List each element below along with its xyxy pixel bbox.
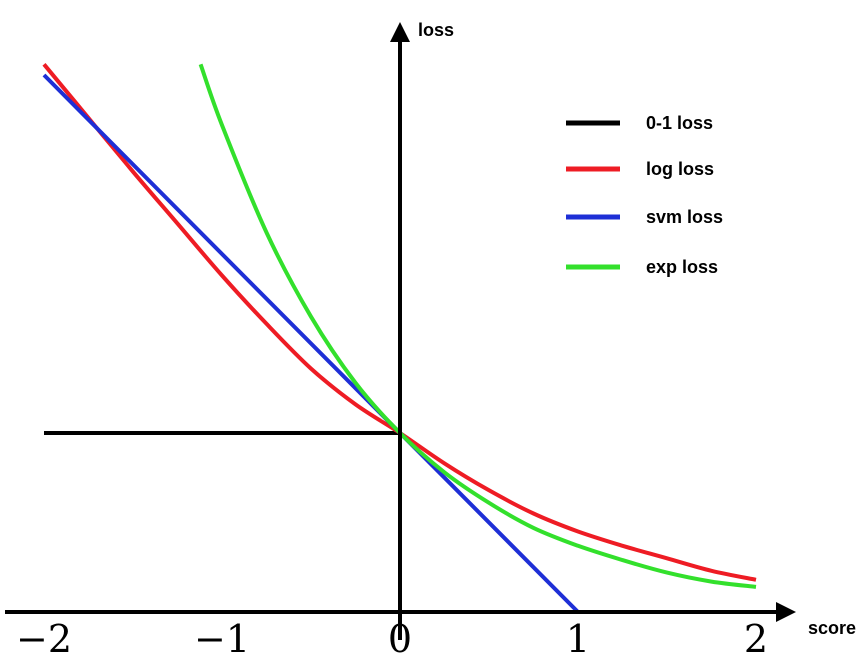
x-tick-label: −1 [194, 617, 250, 661]
series-line-exp-loss [198, 63, 757, 589]
x-axis-label: score [808, 618, 856, 638]
x-tick-label: 2 [744, 617, 768, 661]
legend-label-0-1-loss: 0-1 loss [646, 113, 713, 133]
x-tick-labels: −2 −1 0 1 2 [16, 617, 768, 661]
legend-label-svm-loss: svm loss [646, 207, 723, 227]
legend-label-log-loss: log loss [646, 159, 714, 179]
y-axis-label: loss [418, 20, 454, 40]
series-line-log-loss [42, 63, 757, 582]
x-tick-label: 0 [388, 617, 412, 661]
x-tick-label: −2 [16, 617, 72, 661]
legend: 0-1 loss log loss svm loss exp loss [566, 113, 723, 277]
x-tick-label: 1 [566, 617, 590, 661]
legend-label-exp-loss: exp loss [646, 257, 718, 277]
